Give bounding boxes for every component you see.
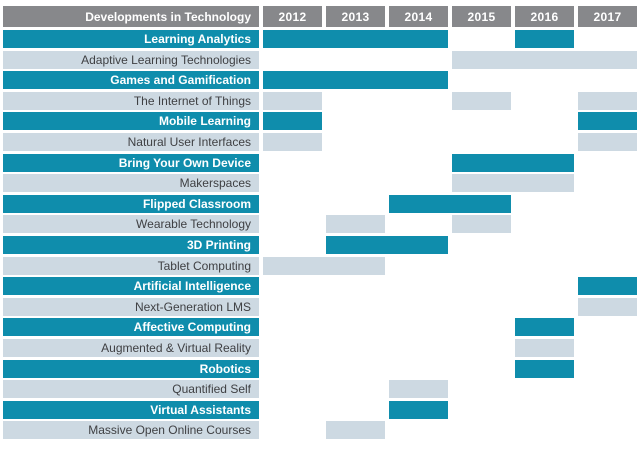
row-label: Next-Generation LMS (3, 297, 259, 316)
year-range-bar (578, 112, 637, 131)
row-label: The Internet of Things (3, 91, 259, 110)
timeline-row: Wearable Technology (3, 215, 637, 234)
year-range-bar (452, 91, 511, 110)
row-label: Flipped Classroom (3, 194, 259, 213)
timeline-body: Learning Analytics Adaptive Learning Tech… (3, 30, 637, 440)
timeline-row: 3D Printing (3, 235, 637, 254)
row-label: Makerspaces (3, 174, 259, 193)
year-range-bar (452, 215, 511, 234)
year-range-bar (578, 132, 637, 151)
header-year-cell: 2015 (452, 6, 511, 27)
row-label: 3D Printing (3, 235, 259, 254)
year-range-bar (578, 297, 637, 316)
row-label: Augmented & Virtual Reality (3, 338, 259, 357)
header-year-cell: 2017 (578, 6, 637, 27)
timeline-row: Learning Analytics (3, 30, 637, 48)
timeline-row: Quantified Self (3, 380, 637, 399)
header-label-cell: Developments in Technology (3, 6, 259, 27)
timeline-row: Flipped Classroom (3, 194, 637, 213)
year-range-bar (389, 380, 448, 399)
timeline-row: Natural User Interfaces (3, 132, 637, 151)
row-label: Robotics (3, 359, 259, 378)
year-range-bar (515, 318, 574, 337)
table-header-row: Developments in Technology 2012 2013 2014 2… (3, 6, 637, 27)
row-label: Learning Analytics (3, 30, 259, 48)
year-range-bar (326, 421, 385, 440)
header-year-cell: 2016 (515, 6, 574, 27)
year-range-bar (515, 30, 574, 48)
timeline-row: Games and Gamification (3, 71, 637, 90)
timeline-row: Bring Your Own Device (3, 153, 637, 172)
year-range-bar (515, 359, 574, 378)
timeline-row: Massive Open Online Courses (3, 421, 637, 440)
year-range-bar (263, 112, 322, 131)
timeline-row: Augmented & Virtual Reality (3, 338, 637, 357)
row-label: Virtual Assistants (3, 400, 259, 419)
row-label: Bring Your Own Device (3, 153, 259, 172)
timeline-row: The Internet of Things (3, 91, 637, 110)
year-range-bar (263, 30, 448, 48)
row-label: Tablet Computing (3, 256, 259, 275)
timeline-row: Virtual Assistants (3, 400, 637, 419)
header-year-cell: 2013 (326, 6, 385, 27)
row-label: Quantified Self (3, 380, 259, 399)
year-range-bar (389, 400, 448, 419)
row-label: Games and Gamification (3, 71, 259, 90)
year-range-bar (263, 256, 385, 275)
year-range-bar (452, 50, 637, 69)
year-range-bar (515, 338, 574, 357)
timeline-row: Tablet Computing (3, 256, 637, 275)
row-label: Affective Computing (3, 318, 259, 337)
timeline-row: Artificial Intelligence (3, 277, 637, 296)
year-range-bar (326, 215, 385, 234)
year-range-bar (578, 277, 637, 296)
header-year-cell: 2014 (389, 6, 448, 27)
year-range-bar (263, 132, 322, 151)
timeline-row: Makerspaces (3, 174, 637, 193)
row-label: Mobile Learning (3, 112, 259, 131)
year-range-bar (389, 194, 511, 213)
row-label: Wearable Technology (3, 215, 259, 234)
row-label: Adaptive Learning Technologies (3, 50, 259, 69)
year-range-bar (263, 91, 322, 110)
row-label: Massive Open Online Courses (3, 421, 259, 440)
year-range-bar (326, 235, 448, 254)
header-year-cell: 2012 (263, 6, 322, 27)
timeline-row: Robotics (3, 359, 637, 378)
timeline-row: Affective Computing (3, 318, 637, 337)
year-range-bar (452, 153, 574, 172)
timeline-row: Next-Generation LMS (3, 297, 637, 316)
year-range-bar (452, 174, 574, 193)
row-label: Artificial Intelligence (3, 277, 259, 296)
timeline-row: Adaptive Learning Technologies (3, 50, 637, 69)
timeline-row: Mobile Learning (3, 112, 637, 131)
year-range-bar (578, 91, 637, 110)
year-range-bar (263, 71, 448, 90)
row-label: Natural User Interfaces (3, 132, 259, 151)
